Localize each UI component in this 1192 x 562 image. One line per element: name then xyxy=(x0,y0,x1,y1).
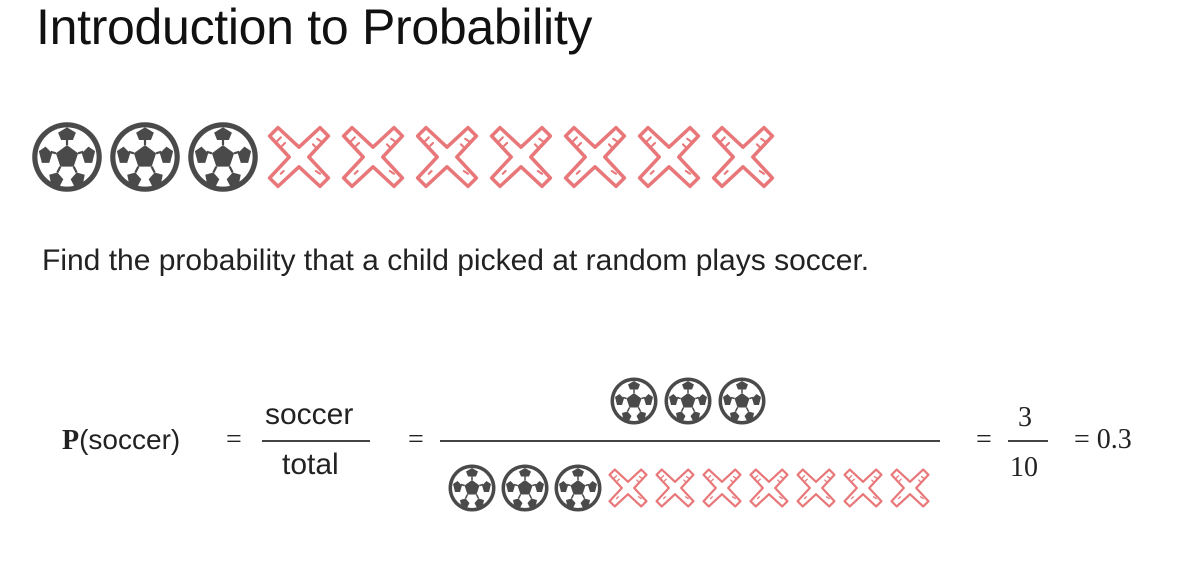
soccer-ball-icon xyxy=(186,120,260,194)
red-cross-icon xyxy=(841,466,885,510)
number-fraction-bar xyxy=(1008,440,1048,442)
fraction-numerator: 3 xyxy=(1018,402,1032,433)
denominator-icons xyxy=(447,463,935,513)
red-cross-icon xyxy=(700,466,744,510)
red-cross-icon xyxy=(560,122,630,192)
soccer-ball-icon xyxy=(717,376,767,426)
red-cross-icon xyxy=(412,122,482,192)
red-cross-icon xyxy=(606,466,650,510)
result-value: = 0.3 xyxy=(1074,424,1132,455)
soccer-ball-icon xyxy=(553,463,603,513)
numerator-icons xyxy=(609,376,771,426)
probability-argument: (soccer) xyxy=(79,424,181,455)
soccer-ball-icon xyxy=(108,120,182,194)
equals-sign-2: = xyxy=(408,424,424,455)
population-row xyxy=(30,120,782,194)
question-text: Find the probability that a child picked… xyxy=(42,244,870,277)
red-cross-icon xyxy=(653,466,697,510)
soccer-ball-icon xyxy=(500,463,550,513)
red-cross-icon xyxy=(264,122,334,192)
red-cross-icon xyxy=(747,466,791,510)
slide-title: Introduction to Probability xyxy=(36,0,593,55)
word-denominator: total xyxy=(282,448,339,481)
fraction-denominator: 10 xyxy=(1010,452,1038,483)
soccer-ball-icon xyxy=(663,376,713,426)
word-numerator: soccer xyxy=(265,398,354,431)
soccer-ball-icon xyxy=(447,463,497,513)
red-cross-icon xyxy=(794,466,838,510)
soccer-ball-icon xyxy=(609,376,659,426)
red-cross-icon xyxy=(888,466,932,510)
icon-fraction-bar xyxy=(440,440,940,442)
soccer-ball-icon xyxy=(30,120,104,194)
equals-sign-3: = xyxy=(976,424,992,455)
red-cross-icon xyxy=(634,122,704,192)
word-fraction-bar xyxy=(262,440,370,442)
equals-sign-1: = xyxy=(226,424,242,455)
red-cross-icon xyxy=(486,122,556,192)
red-cross-icon xyxy=(708,122,778,192)
probability-p: P xyxy=(62,425,80,456)
probability-label: P(soccer) xyxy=(62,424,180,457)
red-cross-icon xyxy=(338,122,408,192)
